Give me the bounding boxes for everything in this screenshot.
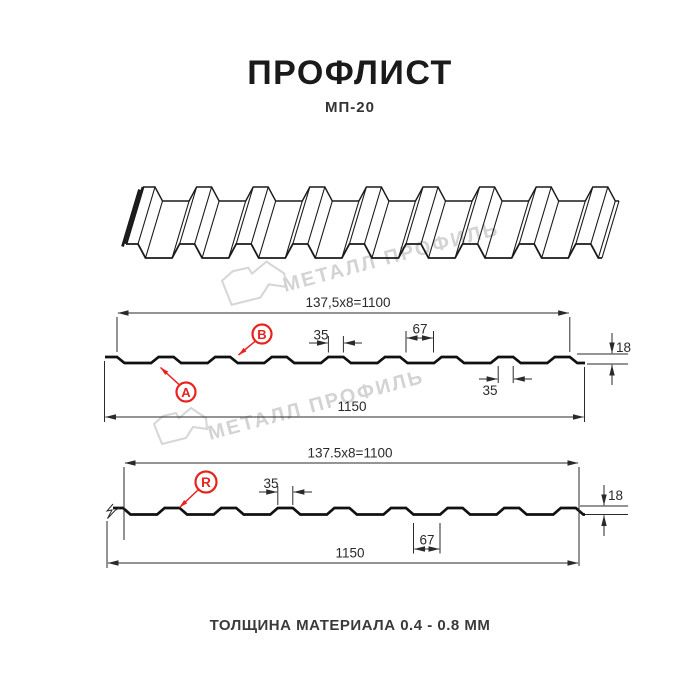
- sketch-rib-edge: [597, 200, 616, 259]
- page-subtitle: МП-20: [325, 99, 375, 116]
- sketch-rib-edge: [201, 200, 220, 259]
- sketch-rib-edge: [341, 200, 360, 259]
- dim-pitch-1: 137,5x8=1100: [116, 295, 571, 352]
- sketch-rib-edge: [363, 186, 382, 245]
- sketch-rib-edge: [284, 200, 303, 259]
- sketch-rib-edge: [541, 200, 560, 259]
- dim-rib-bottom-1-value: 35: [482, 383, 497, 398]
- sketch-rib-edge: [511, 200, 530, 259]
- sketch-cut-edge: [121, 189, 141, 247]
- dim-height-1-value: 18: [616, 340, 631, 355]
- dim-valley-2: 67: [413, 523, 441, 554]
- sketch-rib-edge: [405, 186, 424, 245]
- dim-valley-1-value: 67: [412, 322, 427, 337]
- profile-outline: [105, 355, 585, 365]
- sketch-rib-edge: [420, 186, 439, 245]
- sketch-rib-edge: [250, 186, 269, 245]
- dim-pitch-1-value: 137,5x8=1100: [306, 295, 391, 310]
- sketch-rib-edge: [307, 186, 326, 245]
- sketch-rib-edge: [590, 186, 609, 245]
- callout-r-letter: R: [201, 475, 211, 490]
- sketch-rib-edge: [314, 200, 333, 259]
- sketch-far-profile-edge: [143, 186, 619, 202]
- dim-total-1: 1150: [104, 361, 585, 422]
- callout-b-circle: [251, 323, 273, 345]
- sketch-rib-edge: [601, 200, 620, 259]
- dim-height-2: 18: [580, 485, 628, 536]
- watermark-2: МЕТАЛЛ ПРОФИЛЬ: [152, 366, 427, 446]
- sketch-rib-edge: [348, 186, 367, 245]
- dim-height-2-value: 18: [608, 488, 623, 503]
- sketch-rib-edge: [137, 186, 156, 245]
- watermark-text: МЕТАЛЛ ПРОФИЛЬ: [206, 366, 427, 445]
- dim-valley-1: 67: [405, 322, 434, 353]
- profile-outline: [113, 506, 585, 516]
- sketch-rib-edges: [124, 186, 620, 259]
- watermark-1: МЕТАЛЛ ПРОФИЛЬ: [220, 218, 502, 307]
- break-line-squiggle: [105, 503, 121, 519]
- sketch-rib-edge: [462, 186, 481, 245]
- dim-pitch-2: 137.5x8=1100: [123, 446, 580, 566]
- dim-height-1: 18: [577, 333, 631, 385]
- sketch-rib-edge: [144, 200, 164, 259]
- callout-a-circle: [175, 381, 197, 403]
- sketch-rib-edge: [124, 186, 145, 245]
- callout-r-circle: [194, 470, 218, 494]
- sketch-rib-edge: [179, 186, 198, 245]
- dim-rib-bottom-1: 35: [479, 366, 532, 398]
- dim-rib-top-2-value: 35: [263, 476, 278, 491]
- dim-total-1-value: 1150: [337, 399, 366, 414]
- sketch-rib-edge: [427, 200, 447, 259]
- sketch-rib-edge: [235, 186, 254, 245]
- sketch-rib-edge: [397, 200, 417, 259]
- profile-section-2: 137.5x8=1100 35 67 18: [105, 446, 628, 568]
- callout-b: B: [238, 323, 273, 356]
- sheet-3d-sketch: [121, 186, 620, 259]
- sketch-rib-edge: [533, 186, 552, 245]
- dim-rib-top-2: 35: [259, 476, 312, 505]
- dim-rib-top-1: 35: [309, 328, 362, 353]
- material-thickness-note: ТОЛЩИНА МАТЕРИАЛА 0.4 - 0.8 ММ: [209, 617, 491, 634]
- callout-a: A: [159, 366, 197, 403]
- sketch-rib-edge: [371, 200, 390, 259]
- sketch-rib-edge: [518, 186, 537, 245]
- dim-total-2-value: 1150: [335, 546, 364, 561]
- dim-rib-top-1-value: 35: [313, 328, 328, 343]
- metall-profil-logo-icon: [220, 260, 287, 307]
- sketch-rib-edge: [228, 200, 247, 259]
- dim-pitch-2-value: 137.5x8=1100: [308, 446, 393, 461]
- sketch-rib-edge: [454, 200, 473, 259]
- dim-valley-2-value: 67: [419, 533, 434, 548]
- sketch-rib-edge: [575, 186, 594, 245]
- profile-section-1: 137,5x8=1100 35 67 35: [104, 295, 631, 422]
- sketch-rib-edge: [567, 200, 586, 259]
- sketch-rib-edge: [171, 200, 190, 259]
- sketch-rib-edge: [477, 186, 496, 245]
- metall-profil-logo-icon: [152, 406, 209, 446]
- callout-r: R: [178, 470, 218, 509]
- sketch-rib-edge: [194, 186, 213, 245]
- sketch-rib-edge: [484, 200, 503, 259]
- callout-b-letter: B: [257, 327, 266, 342]
- dim-total-2: 1150: [106, 521, 579, 568]
- callout-a-letter: A: [181, 385, 191, 400]
- sketch-near-profile-edge: [126, 243, 602, 259]
- sketch-rib-edge: [258, 200, 277, 259]
- sketch-rib-edge: [292, 186, 311, 245]
- page-title: ПРОФЛИСТ: [247, 54, 453, 92]
